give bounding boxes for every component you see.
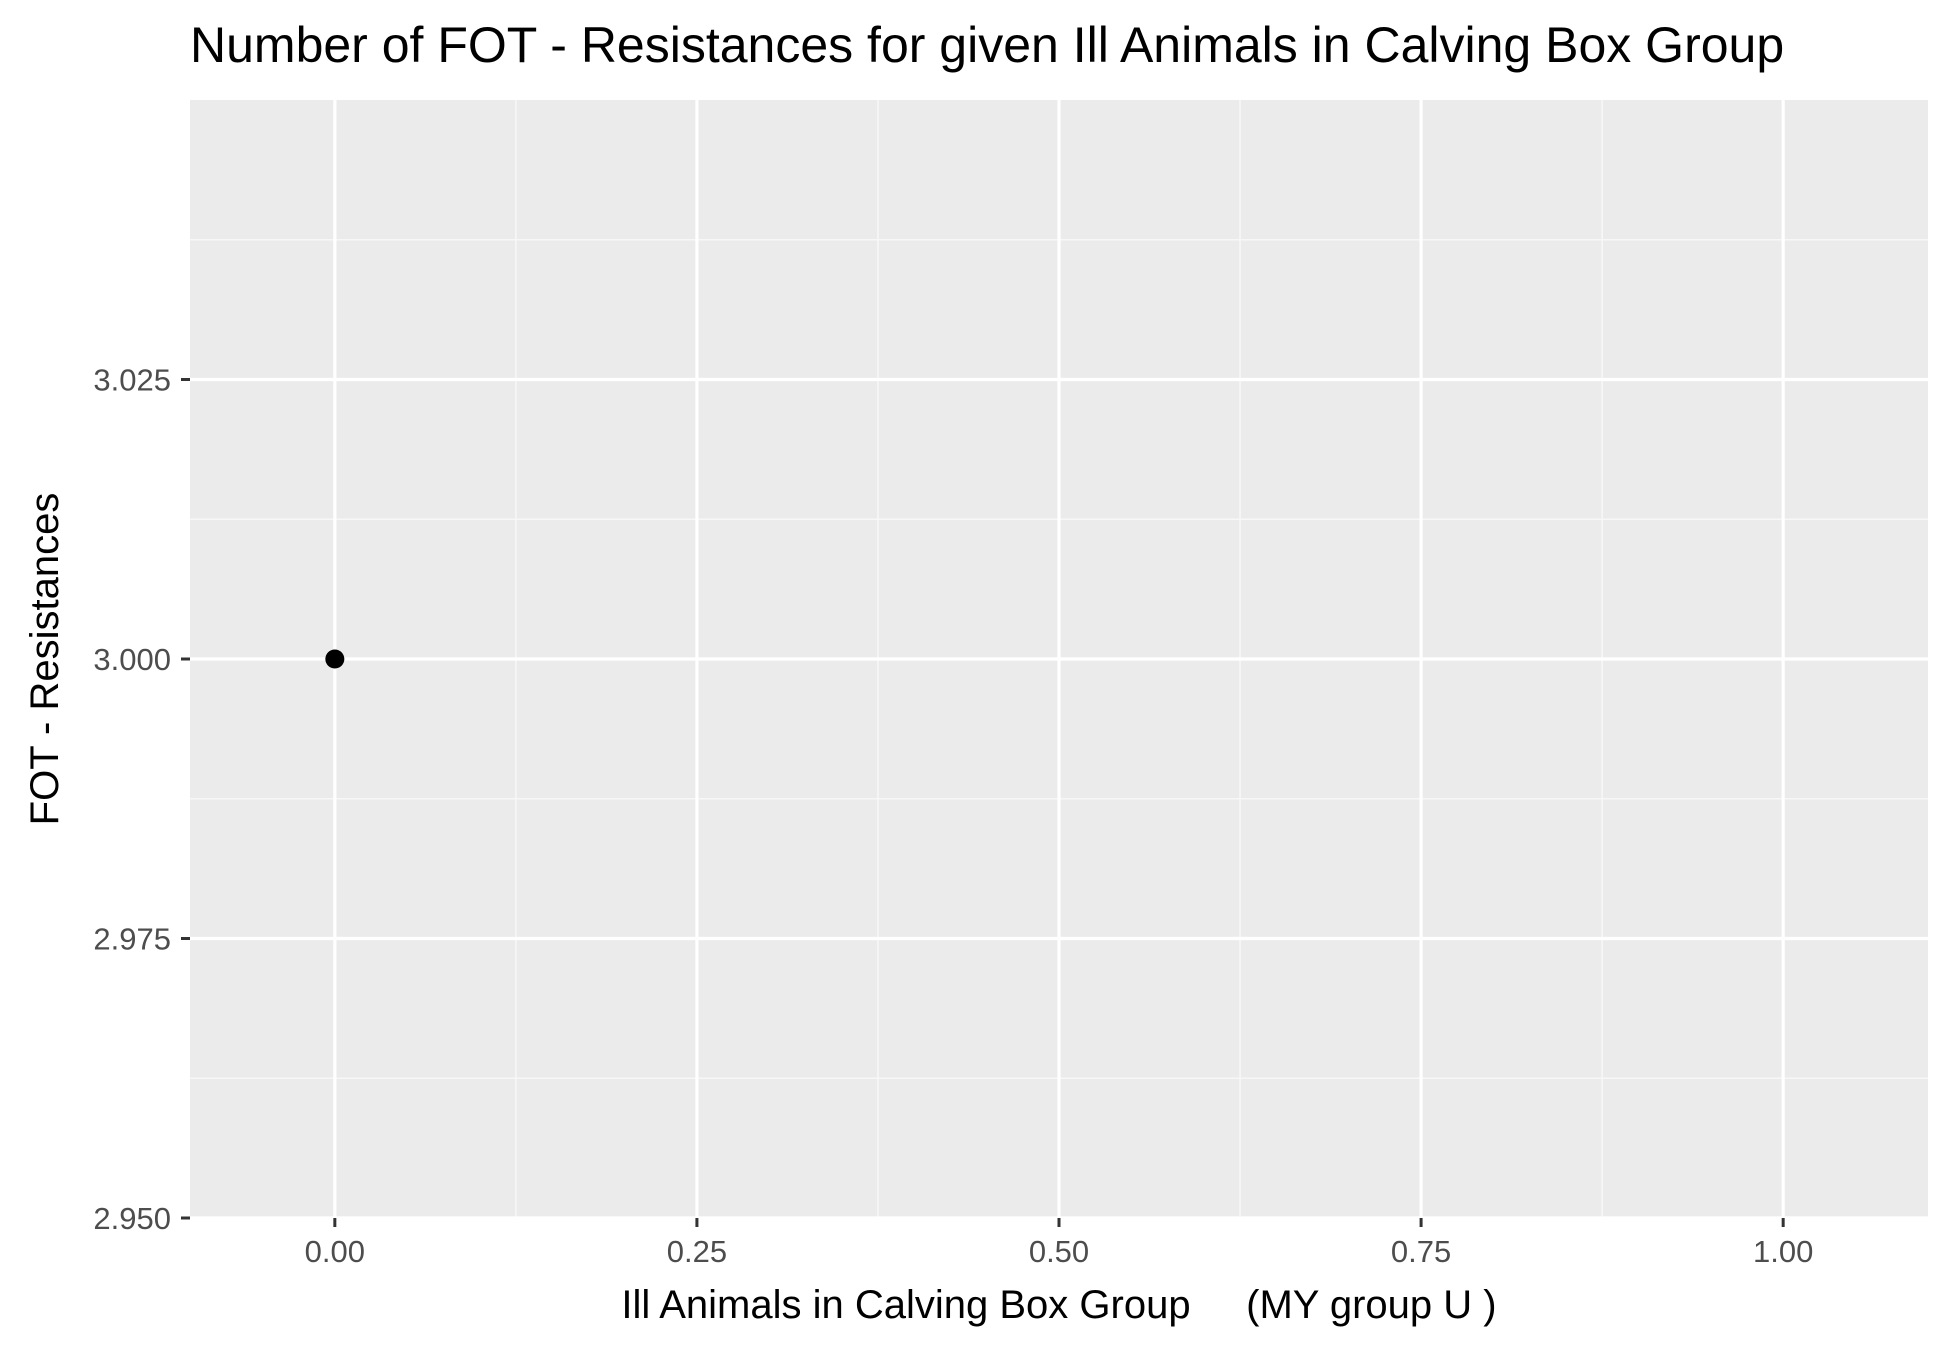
x-tick-label: 0.75: [1391, 1234, 1451, 1269]
x-tick-label: 0.25: [667, 1234, 727, 1269]
x-axis: 0.00 0.25 0.50 0.75 1.00: [305, 1218, 1813, 1269]
data-point: [325, 649, 345, 669]
x-axis-title: Ill Animals in Calving Box Group (MY gro…: [621, 1283, 1496, 1327]
y-tick-label: 3.025: [93, 363, 171, 398]
x-tick-label: 1.00: [1753, 1234, 1813, 1269]
y-tick-label: 3.000: [93, 642, 171, 677]
y-axis-title: FOT - Resistances: [23, 493, 67, 826]
x-tick-label: 0.00: [305, 1234, 365, 1269]
data-points: [325, 649, 345, 669]
y-tick-label: 2.975: [93, 922, 171, 957]
x-tick-label: 0.50: [1029, 1234, 1089, 1269]
chart-title: Number of FOT - Resistances for given Il…: [190, 17, 1784, 73]
y-axis: 2.950 2.975 3.000 3.025: [93, 363, 190, 1236]
y-tick-label: 2.950: [93, 1201, 171, 1236]
